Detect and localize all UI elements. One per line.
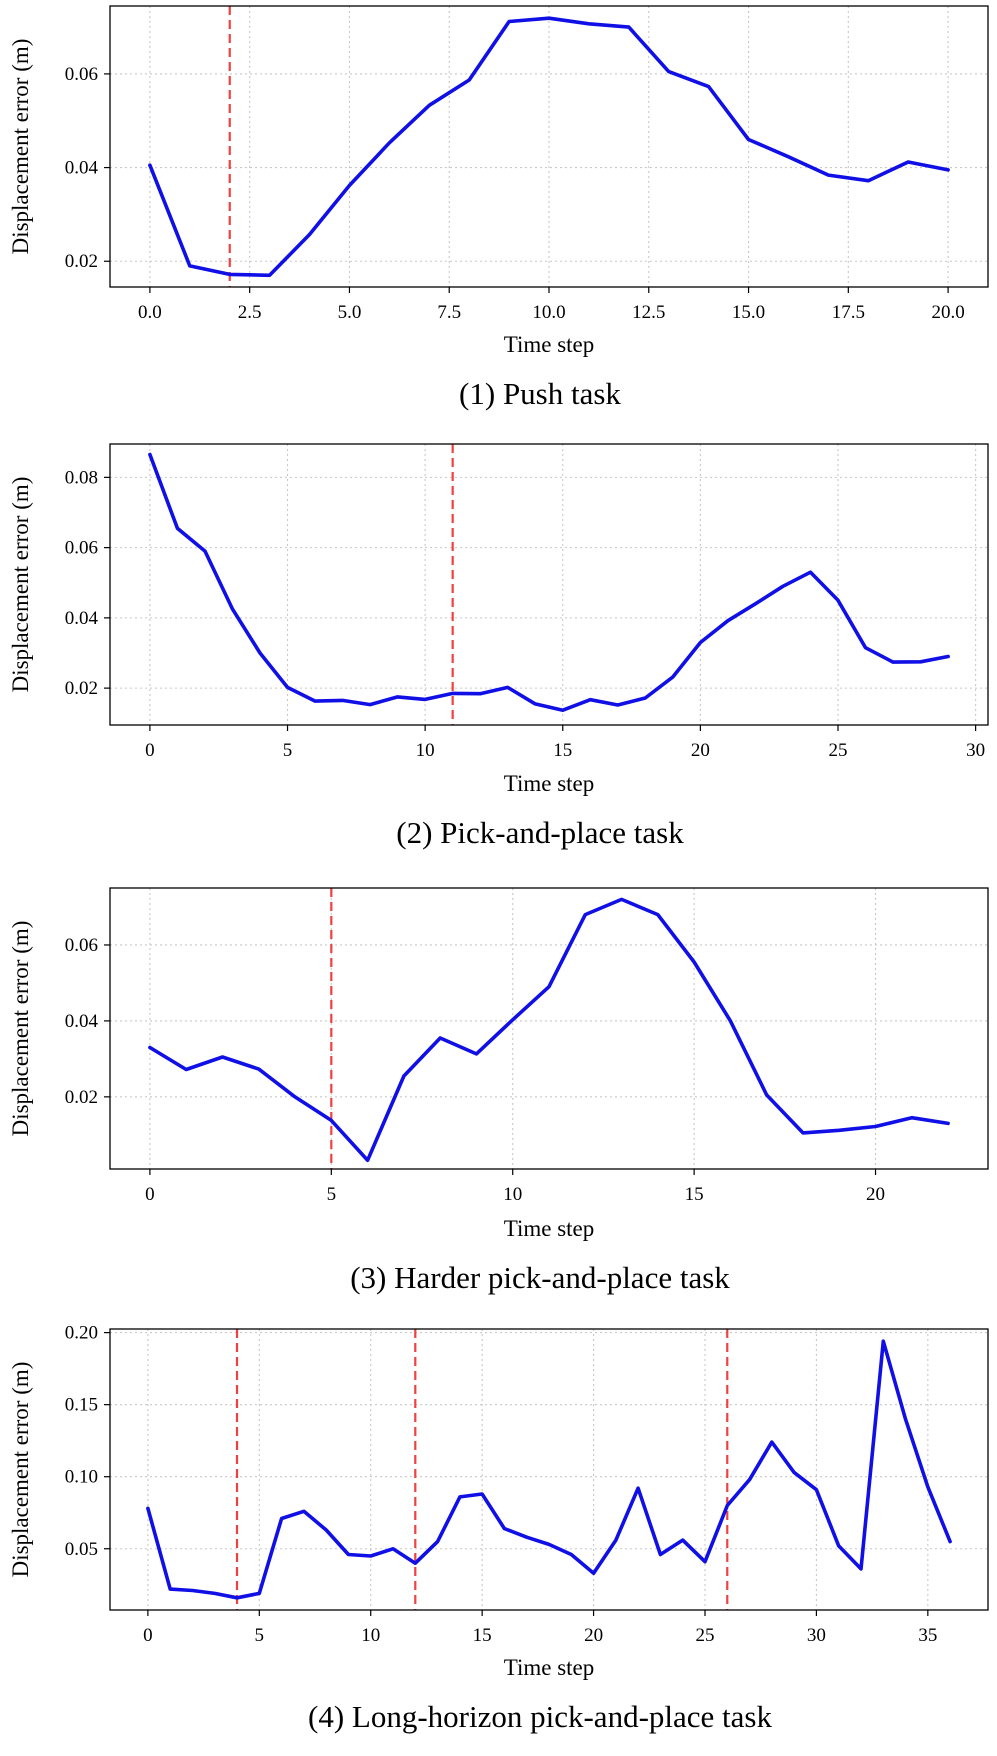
plot-frame: [109, 887, 989, 1170]
x-axis-label: Time step: [504, 771, 595, 796]
x-tick-label: 0: [143, 1625, 153, 1646]
x-tick-label: 10.0: [532, 302, 565, 323]
x-tick-label: 30: [966, 740, 985, 761]
x-tick-label: 5.0: [338, 302, 362, 323]
x-tick-label: 12.5: [632, 302, 665, 323]
y-tick-label: 0.20: [65, 1323, 98, 1344]
x-tick-label: 0: [145, 1184, 155, 1205]
x-tick-label: 10: [416, 740, 435, 761]
x-tick-label: 0.0: [138, 302, 162, 323]
x-tick-label: 7.5: [437, 302, 461, 323]
series-line: [148, 16, 950, 278]
x-tick-label: 15: [553, 740, 572, 761]
y-axis-label: Displacement error (m): [8, 921, 33, 1137]
series-line: [148, 897, 950, 1163]
y-tick-label: 0.04: [65, 1011, 99, 1032]
y-axis-label: Displacement error (m): [8, 1362, 33, 1578]
y-tick-label: 0.10: [65, 1467, 98, 1488]
x-tick-label: 15.0: [732, 302, 765, 323]
series-line: [146, 1339, 952, 1600]
plot-frame: [109, 1328, 989, 1611]
y-tick-label: 0.08: [65, 467, 98, 488]
x-tick-label: 20: [691, 740, 710, 761]
x-tick-label: 20.0: [931, 302, 964, 323]
chart-caption: (4) Long-horizon pick-and-place task: [308, 1699, 772, 1734]
x-tick-label: 5: [327, 1184, 337, 1205]
x-tick-label: 10: [361, 1625, 380, 1646]
x-axis-label: Time step: [504, 1655, 595, 1680]
y-tick-label: 0.06: [65, 935, 98, 956]
series-line: [148, 452, 950, 713]
x-tick-label: 25: [828, 740, 847, 761]
x-axis-label: Time step: [504, 332, 595, 357]
y-tick-label: 0.02: [65, 678, 98, 699]
y-tick-label: 0.15: [65, 1395, 98, 1416]
y-tick-label: 0.02: [65, 251, 98, 272]
y-tick-label: 0.02: [65, 1087, 98, 1108]
chart-panel-3: 0 5 10 15 20 0.02 0.04 0.06 Time step Displacemen…: [8, 887, 989, 1295]
x-tick-label: 5: [255, 1625, 265, 1646]
chart-caption: (1) Push task: [459, 376, 621, 411]
x-axis-label: Time step: [504, 1216, 595, 1241]
y-tick-label: 0.04: [65, 158, 99, 179]
x-tick-label: 20: [584, 1625, 603, 1646]
x-tick-label: 2.5: [238, 302, 262, 323]
x-tick-label: 5: [283, 740, 293, 761]
y-tick-label: 0.06: [65, 538, 98, 559]
x-tick-label: 15: [685, 1184, 704, 1205]
y-axis-label: Displacement error (m): [8, 39, 33, 255]
y-tick-label: 0.06: [65, 64, 98, 85]
y-tick-label: 0.04: [65, 608, 99, 629]
x-tick-label: 17.5: [832, 302, 865, 323]
y-tick-label: 0.05: [65, 1539, 98, 1560]
x-tick-label: 35: [918, 1625, 937, 1646]
x-tick-label: 25: [695, 1625, 714, 1646]
chart-caption: (2) Pick-and-place task: [396, 815, 684, 850]
chart-panel-1: 0.0 2.5 5.0 7.5 10.0 12.5 15.0 17.5 20.0 0.02 0.04…: [8, 5, 989, 411]
x-tick-label: 15: [473, 1625, 492, 1646]
x-tick-label: 10: [503, 1184, 522, 1205]
x-tick-label: 0: [145, 740, 155, 761]
chart-caption: (3) Harder pick-and-place task: [350, 1260, 730, 1295]
plot-frame: [109, 443, 989, 726]
chart-panel-2: 0 5 10 15 20 25 30 0.02 0.04 0.06 0.08 Time step Dis…: [8, 443, 989, 850]
x-tick-label: 30: [807, 1625, 826, 1646]
chart-panel-4: 0 5 10 15 20 25 30 35 0.05 0.10 0.15 0.20 Time step D…: [8, 1323, 989, 1734]
x-tick-label: 20: [866, 1184, 885, 1205]
y-axis-label: Displacement error (m): [8, 477, 33, 693]
